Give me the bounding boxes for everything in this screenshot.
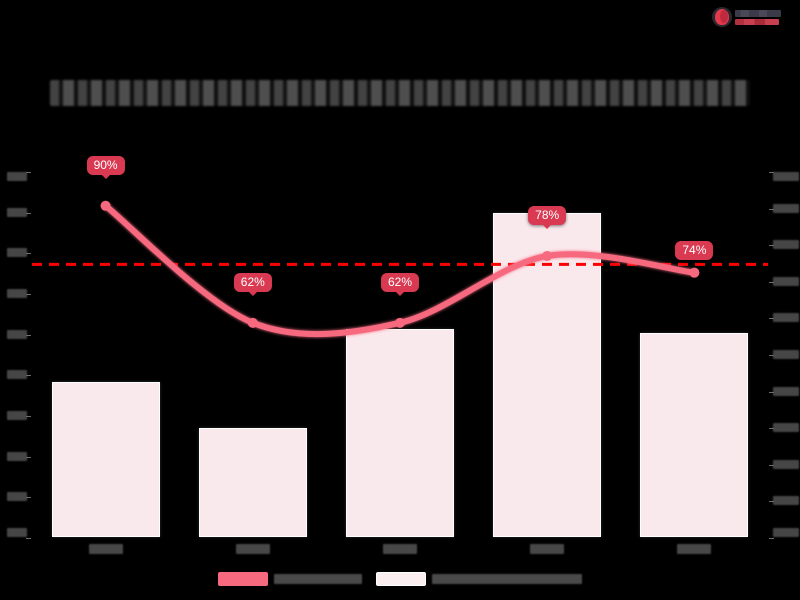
right-axis (769, 172, 799, 539)
legend-label-line (274, 574, 362, 584)
right-axis-tickmark (769, 538, 774, 539)
left-axis-tickmark (26, 212, 31, 214)
left-axis-tickmark (26, 172, 31, 173)
brand-name-primary (735, 9, 781, 17)
bar[interactable] (346, 329, 454, 537)
right-axis-tick-label (773, 313, 799, 323)
left-axis (1, 172, 31, 539)
brand-name-secondary (735, 18, 779, 25)
legend-item-bar[interactable] (376, 572, 582, 586)
left-axis-tickmark (26, 253, 31, 255)
right-axis-tickmark (769, 391, 774, 393)
right-axis-tick-label (773, 528, 799, 537)
plot-area (32, 172, 768, 538)
legend-label-bar (432, 574, 582, 584)
right-axis-tickmark (769, 501, 774, 503)
brand-logo (712, 4, 788, 30)
right-axis-tickmark (769, 281, 774, 283)
right-axis-tickmark (769, 318, 774, 320)
bar[interactable] (51, 382, 160, 537)
left-axis-tick-label (7, 411, 27, 420)
right-axis-tickmark (769, 208, 774, 210)
brand-logo-text (735, 9, 781, 25)
left-axis-tick-label (7, 528, 27, 537)
bar[interactable] (493, 213, 602, 537)
left-axis-tick-label (7, 451, 27, 461)
right-axis-tick-label (773, 203, 799, 213)
right-axis-tick-label (773, 386, 799, 396)
chart-legend (0, 572, 800, 586)
left-axis-tick-label (7, 248, 27, 258)
left-axis-tick-label (7, 207, 27, 217)
x-axis-tick-label (677, 544, 712, 554)
data-label: 90% (86, 155, 125, 175)
x-axis-tick-label (88, 544, 123, 554)
left-axis-tick-label (7, 329, 27, 339)
right-axis-tick-label (773, 459, 799, 469)
legend-item-line[interactable] (218, 572, 362, 586)
right-axis-tick-label (773, 276, 799, 286)
x-axis-tick-label (235, 544, 270, 554)
flower-mark-icon (712, 7, 732, 27)
left-axis-tickmark (26, 334, 31, 336)
right-axis-tick-label (773, 240, 799, 250)
left-axis-tick-label (7, 172, 27, 181)
data-label: 74% (675, 240, 714, 260)
left-axis-tickmark (26, 416, 31, 417)
x-axis-tick-label (383, 544, 417, 554)
data-label: 62% (380, 272, 420, 292)
left-axis-tickmark (26, 294, 31, 295)
left-axis-tick-label (7, 370, 27, 380)
chart-title (50, 80, 750, 106)
bar[interactable] (640, 332, 749, 537)
data-label: 62% (233, 272, 272, 292)
legend-swatch-bar (376, 572, 426, 586)
legend-swatch-line (218, 572, 268, 586)
right-axis-tickmark (769, 464, 774, 466)
right-axis-tick-label (773, 423, 799, 433)
left-axis-tick-label (7, 289, 27, 298)
right-axis-tickmark (769, 355, 774, 356)
right-axis-tick-label (773, 350, 799, 359)
bar[interactable] (198, 427, 307, 537)
right-axis-tickmark (769, 245, 774, 247)
left-axis-tickmark (26, 538, 31, 539)
left-axis-tickmark (26, 456, 31, 458)
right-axis-tickmark (769, 172, 774, 173)
right-axis-tickmark (769, 428, 774, 430)
left-axis-tickmark (26, 497, 31, 499)
left-axis-tick-label (7, 492, 27, 502)
left-axis-tickmark (26, 375, 31, 377)
right-axis-tick-label (773, 496, 799, 506)
x-axis-tick-label (530, 544, 565, 554)
right-axis-tick-label (773, 172, 799, 181)
data-label: 78% (528, 205, 567, 225)
